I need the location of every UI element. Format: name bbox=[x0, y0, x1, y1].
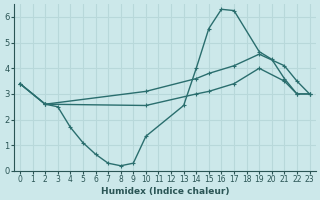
X-axis label: Humidex (Indice chaleur): Humidex (Indice chaleur) bbox=[100, 187, 229, 196]
